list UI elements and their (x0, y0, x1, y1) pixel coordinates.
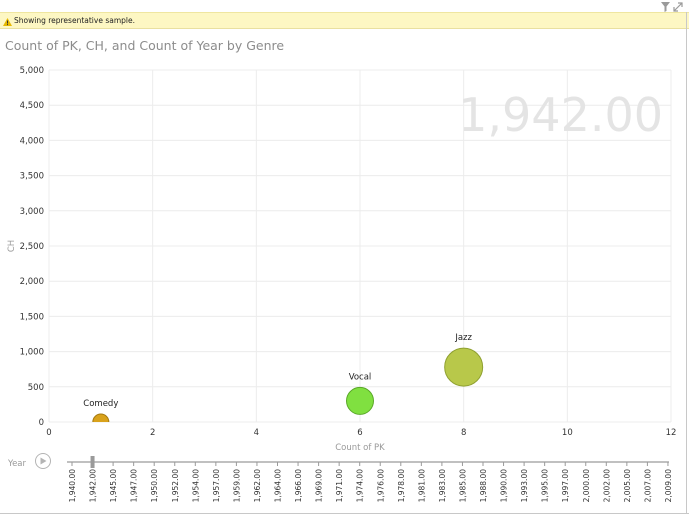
play-axis-tick-label: 1,964.00 (274, 469, 283, 503)
play-axis-tick-label: 2,005.00 (623, 469, 632, 503)
y-tick-label: 1,500 (20, 312, 44, 322)
play-axis-tick-label: 1,950.00 (150, 469, 159, 503)
bubble-label: Jazz (454, 333, 472, 343)
filter-icon[interactable] (661, 0, 670, 16)
chart-title: Count of PK, CH, and Count of Year by Ge… (5, 38, 285, 53)
play-axis-tick-label: 1,985.00 (458, 469, 467, 503)
play-axis-tick-label: 1,947.00 (130, 469, 139, 503)
bubble-mark[interactable] (92, 413, 110, 430)
play-button[interactable] (35, 453, 51, 469)
y-axis-ticks: 0 500 1,000 1,500 2,000 2,500 3,000 3,500 4,000 4… (20, 66, 44, 428)
play-axis-tick-label: 1,957.00 (212, 469, 221, 503)
play-axis-tick-label: 1,983.00 (438, 469, 447, 503)
y-tick-label: 500 (28, 383, 44, 393)
bubble-jazz[interactable]: Jazz (444, 333, 484, 387)
bubble-mark[interactable] (346, 386, 374, 415)
play-axis-tick-label: 1,942.00 (89, 469, 98, 503)
play-axis-tick-label: 1,966.00 (294, 469, 303, 503)
x-tick-label: 2 (150, 428, 155, 438)
sample-notice-text: Showing representative sample. (14, 16, 135, 25)
play-axis-current-value: 1,942.00 (458, 88, 663, 142)
visual-header (0, 0, 689, 12)
play-axis-tick-label: 1,978.00 (397, 469, 406, 503)
play-axis-tick-label: 1,969.00 (315, 469, 324, 503)
warning-icon (3, 11, 12, 30)
play-axis-tick-label: 1,993.00 (520, 469, 529, 503)
play-axis-tick-label: 1,954.00 (191, 469, 200, 503)
play-axis-tick-label: 1,976.00 (376, 469, 385, 503)
x-tick-label: 6 (357, 428, 362, 438)
y-tick-label: 4,000 (20, 136, 44, 146)
play-axis-label: Year (7, 459, 27, 469)
y-tick-label: 1,000 (20, 348, 44, 358)
bubble-mark[interactable] (444, 347, 484, 387)
y-axis-label: CH (7, 240, 17, 252)
x-tick-label: 10 (562, 428, 573, 438)
play-icon (40, 457, 47, 465)
bubble-label: Vocal (349, 372, 372, 382)
y-tick-label: 2,000 (20, 277, 44, 287)
play-axis-tick-label: 1,959.00 (232, 469, 241, 503)
y-tick-label: 0 (39, 418, 44, 428)
play-axis-tick-label: 1,971.00 (335, 469, 344, 503)
play-axis-tick-label: 1,995.00 (541, 469, 550, 503)
play-axis-tick-label: 1,997.00 (561, 469, 570, 503)
play-axis-tick-label: 1,974.00 (356, 469, 365, 503)
bubble-vocal[interactable]: Vocal (346, 372, 374, 415)
play-axis-tick-label: 1,952.00 (171, 469, 180, 503)
grid-layer (48, 69, 672, 423)
x-tick-label: 4 (254, 428, 259, 438)
play-axis-tick-label: 2,007.00 (643, 469, 652, 503)
bubble-layer: Comedy Vocal Jazz (83, 333, 484, 430)
x-tick-label: 12 (666, 428, 677, 438)
play-axis-tick-label: 1,962.00 (253, 469, 262, 503)
play-axis-tick-label: 1,988.00 (479, 469, 488, 503)
expand-icon[interactable] (673, 0, 683, 16)
play-axis-ticks: 1,940.00 1,942.00 1,945.00 1,947.00 1,950.00… (68, 462, 673, 502)
y-tick-label: 3,500 (20, 172, 44, 182)
play-axis-tick-label: 2,002.00 (602, 469, 611, 503)
bubble-comedy[interactable]: Comedy (83, 399, 118, 430)
x-axis-label: Count of PK (335, 443, 385, 453)
x-axis-ticks: 0 2 4 6 8 10 12 (46, 428, 676, 438)
y-tick-label: 5,000 (20, 66, 44, 76)
y-tick-label: 2,500 (20, 242, 44, 252)
x-tick-label: 8 (461, 428, 466, 438)
play-axis-tick-label: 2,000.00 (582, 469, 591, 503)
x-tick-label: 0 (46, 428, 51, 438)
sample-notice-bar: Showing representative sample. (0, 12, 689, 29)
play-axis-handle[interactable] (90, 456, 95, 468)
play-axis-tick-label: 1,945.00 (109, 469, 118, 503)
visual-header-icons (661, 0, 683, 12)
y-tick-label: 3,000 (20, 207, 44, 217)
y-tick-label: 4,500 (20, 101, 44, 111)
play-axis-tick-label: 1,981.00 (417, 469, 426, 503)
bubble-label: Comedy (83, 399, 118, 409)
play-axis-tick-label: 2,009.00 (664, 469, 673, 503)
play-axis-tick-label: 1,990.00 (500, 469, 509, 503)
play-axis-tick-label: 1,940.00 (68, 469, 77, 503)
bottom-border (0, 513, 689, 514)
right-border (686, 12, 687, 513)
